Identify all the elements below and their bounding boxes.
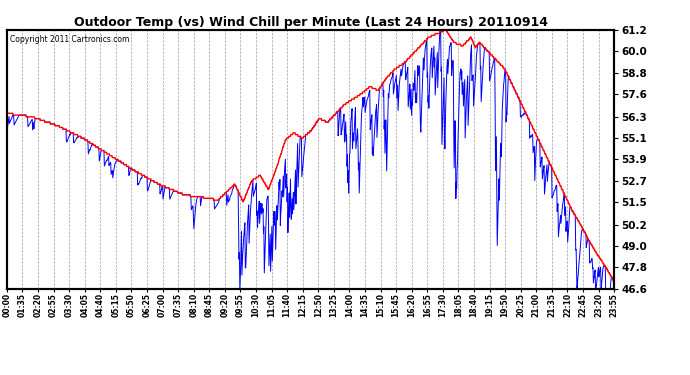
Text: Copyright 2011 Cartronics.com: Copyright 2011 Cartronics.com xyxy=(10,35,129,44)
Title: Outdoor Temp (vs) Wind Chill per Minute (Last 24 Hours) 20110914: Outdoor Temp (vs) Wind Chill per Minute … xyxy=(74,16,547,29)
